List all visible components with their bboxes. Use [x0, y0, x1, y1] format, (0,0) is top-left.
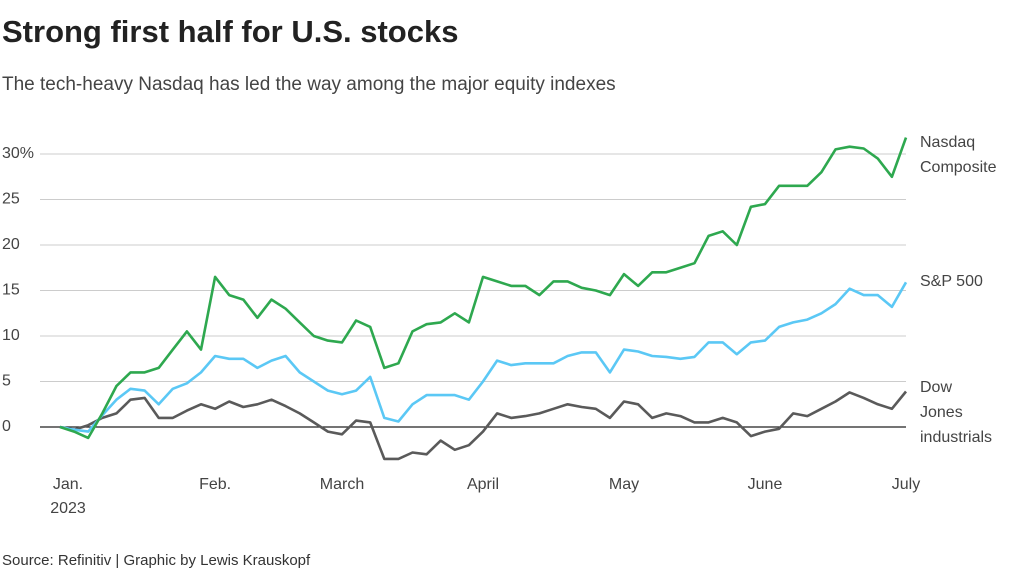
series-label: Nasdaq Composite [920, 133, 997, 176]
x-tick-label: June [748, 476, 783, 493]
x-tick-label: Jan. [53, 476, 83, 493]
source-note: Source: Refinitiv | Graphic by Lewis Kra… [2, 552, 311, 569]
x-tick-label: Feb. [199, 476, 231, 493]
x-tick-label: March [320, 476, 364, 493]
series-line [59, 281, 908, 433]
series-label: Dow Jones industrials [920, 378, 993, 446]
x-year-label: 2023 [50, 500, 86, 517]
chart-subtitle: The tech-heavy Nasdaq has led the way am… [2, 74, 616, 95]
x-tick-label: July [892, 476, 920, 493]
y-tick-label: 0 [2, 418, 11, 435]
y-tick-label: 25 [2, 191, 20, 208]
x-tick-label: April [467, 476, 499, 493]
y-tick-label: 20 [2, 236, 20, 253]
x-tick-label: May [609, 476, 639, 493]
chart-title: Strong first half for U.S. stocks [2, 14, 459, 49]
series-label: S&P 500 [920, 273, 983, 291]
y-tick-label: 15 [2, 282, 20, 299]
y-tick-label: 10 [2, 327, 20, 344]
series-line [59, 390, 908, 461]
y-tick-label: 5 [2, 373, 11, 390]
series-line [59, 137, 908, 440]
y-tick-label: 30% [2, 145, 34, 162]
